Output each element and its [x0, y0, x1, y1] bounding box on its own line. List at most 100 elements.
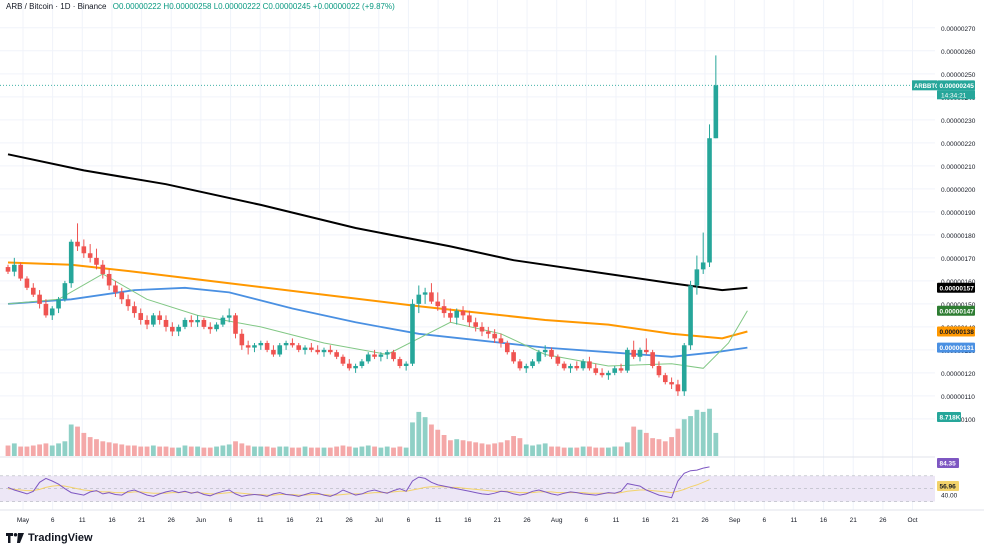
volume-bar [700, 411, 706, 456]
candle [151, 313, 156, 327]
volume-bar [681, 419, 687, 456]
price-tick-label: 0.00000260 [941, 49, 976, 56]
time-tick-label: May [17, 517, 30, 524]
time-tick-label: 26 [168, 517, 176, 524]
time-tick-label: 11 [613, 517, 620, 524]
tradingview-logo[interactable]: TradingView [6, 532, 93, 544]
volume-bar [207, 447, 213, 456]
price-tick-label: 0.00000120 [941, 371, 976, 378]
candle-body [30, 287, 36, 295]
candle-body [125, 299, 131, 307]
time-tick-label: 21 [850, 517, 858, 524]
candle-body [637, 349, 643, 357]
candle [568, 363, 573, 373]
candle [561, 361, 567, 371]
candle-body [479, 326, 485, 332]
volume-bar [113, 443, 118, 456]
volume-bar [568, 447, 573, 456]
time-axis[interactable]: May 6 11 16 21 26 Jun 6 11 16 21 26 Jul 6 11 16 21 26 Aug 6… [0, 509, 984, 524]
ma-green-tag: 0.00000147 [937, 305, 975, 316]
candle [24, 276, 30, 291]
volume-bar [397, 446, 403, 456]
volume-bar [384, 446, 390, 456]
candle-body [441, 306, 447, 314]
volume-bar [631, 426, 637, 456]
candle [700, 232, 706, 274]
rsi-ma-tag: 56.96 [937, 481, 959, 491]
volume-tag-bg [937, 412, 961, 422]
candle [460, 306, 466, 320]
ma-blue-tag: 0.00000131 [937, 342, 975, 353]
ma-green-tag-bg [937, 305, 975, 316]
candle [195, 315, 200, 327]
volume-bar [599, 447, 605, 456]
candle [113, 280, 118, 297]
volume-bar [283, 446, 289, 456]
candle-body [612, 368, 618, 373]
candle [334, 349, 339, 360]
candle [416, 285, 422, 314]
volume-bar [454, 439, 460, 456]
rsi-tag-text: 84.35 [940, 461, 957, 468]
candle [264, 340, 270, 353]
candle [511, 349, 516, 364]
candle [454, 308, 460, 325]
candle [467, 310, 472, 327]
volume-bar [327, 447, 333, 456]
volume-bar [11, 443, 17, 456]
time-tick-label: 16 [820, 517, 828, 524]
volume-bar [334, 446, 340, 456]
volume-bar [694, 409, 700, 456]
candle-body [542, 349, 548, 353]
candle-body [416, 294, 422, 304]
candle [536, 349, 542, 364]
volume-bar [321, 447, 327, 456]
candle [378, 352, 384, 362]
volume-bar [713, 432, 719, 456]
volume-bar [30, 445, 36, 456]
ma-black-tag: 0.00000157 [937, 282, 975, 293]
candle-body [650, 352, 655, 366]
rsi-level-label: 40.00 [941, 493, 958, 500]
symbol-title[interactable]: ARB / Bitcoin · 1D · Binance [6, 2, 107, 11]
candle-body [618, 368, 624, 371]
candle-body [372, 354, 377, 357]
candle-body [271, 349, 276, 355]
volume-bar [606, 447, 611, 456]
candle-body [37, 294, 42, 304]
candle [157, 310, 162, 325]
current-price-tag-text: 0.00000245 [940, 83, 975, 90]
candle-body [258, 342, 264, 346]
candle [346, 359, 352, 371]
candle [315, 345, 320, 355]
volume-bar [18, 446, 24, 456]
candle [87, 244, 93, 263]
volume-bar [580, 446, 586, 456]
candle-body [277, 345, 283, 355]
volume-bar [574, 447, 580, 456]
volume-bar [466, 441, 472, 456]
candle [688, 280, 693, 350]
candle [119, 287, 125, 304]
volume-bar [479, 443, 485, 456]
candle [391, 349, 396, 362]
candle [233, 313, 238, 339]
candle-body [233, 315, 238, 334]
ma-green-tag-text: 0.00000147 [940, 308, 975, 315]
candle-body [220, 317, 226, 325]
candle-body [713, 85, 719, 139]
price-tick-label: 0.00000160 [941, 279, 976, 286]
candle [283, 340, 289, 350]
volume-bar [94, 439, 99, 456]
candle-body [132, 306, 137, 314]
ma-black-tag-text: 0.00000157 [940, 285, 975, 292]
price-tick-label: 0.00000180 [941, 233, 976, 240]
candle-body [296, 345, 302, 350]
candle-body [429, 292, 434, 302]
candle [43, 299, 49, 318]
volume-bar [188, 446, 194, 456]
candle [612, 365, 618, 376]
volume-tag: 8.718K [937, 412, 961, 422]
volume-bar [226, 444, 232, 456]
